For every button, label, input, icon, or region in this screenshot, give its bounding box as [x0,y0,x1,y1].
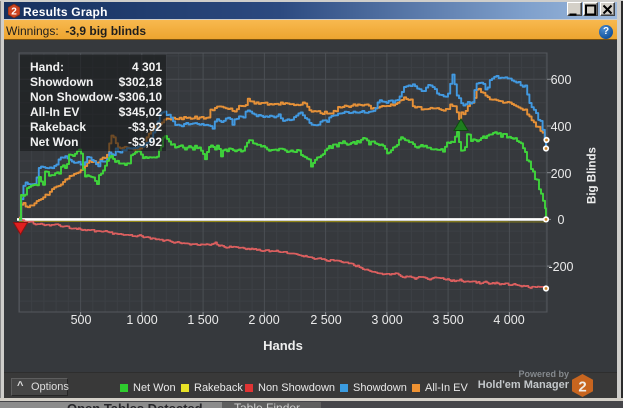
svg-text:2: 2 [578,379,586,396]
svg-text:2: 2 [11,7,17,18]
